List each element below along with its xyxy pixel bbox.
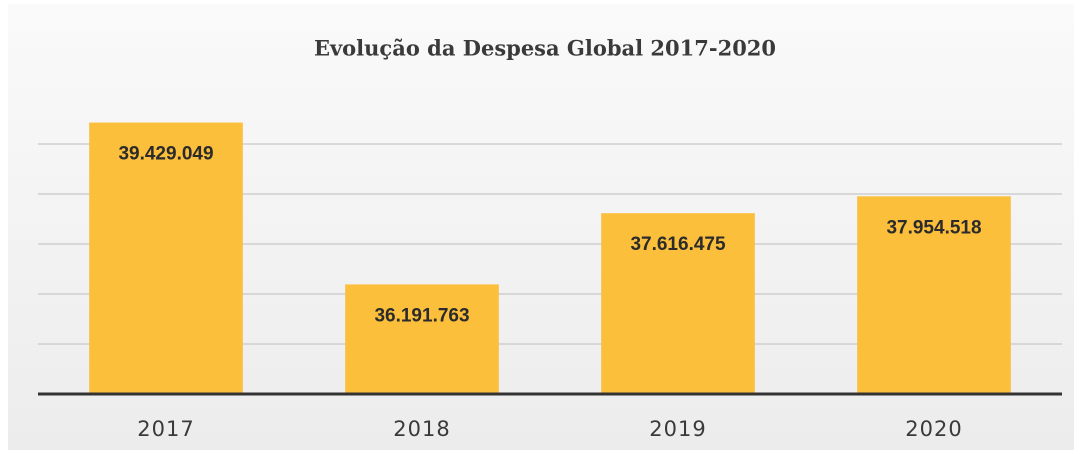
value-label: 36.191.763 — [374, 305, 469, 326]
bar — [857, 196, 1011, 394]
bar — [345, 284, 499, 394]
bar — [601, 213, 755, 394]
chart-title: Evolução da Despesa Global 2017-2020 — [314, 36, 776, 61]
x-tick-label: 2017 — [137, 417, 194, 441]
value-label: 37.954.518 — [886, 217, 981, 238]
bar — [89, 122, 243, 394]
x-tick-label: 2018 — [393, 417, 450, 441]
x-tick-label: 2019 — [649, 417, 706, 441]
x-tick-label: 2020 — [905, 417, 962, 441]
value-label: 37.616.475 — [630, 234, 726, 255]
value-label: 39.429.049 — [118, 144, 213, 165]
